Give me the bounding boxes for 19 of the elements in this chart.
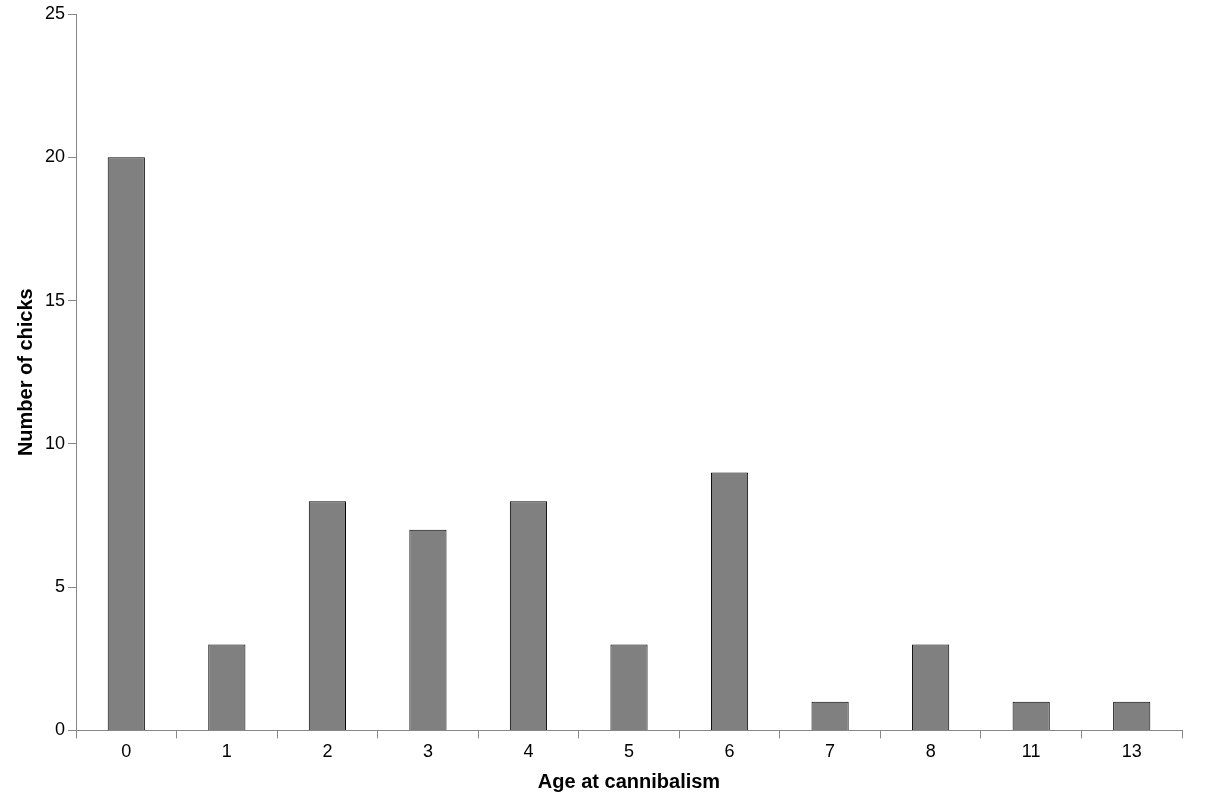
x-tick-label: 0 (121, 741, 132, 762)
x-tick-label: 3 (422, 741, 433, 762)
x-tick-label: 8 (925, 741, 936, 762)
x-tick-label: 2 (322, 741, 333, 762)
x-tick-label: 4 (523, 741, 534, 762)
y-tick-label: 20 (44, 146, 66, 167)
x-tick-label: 1 (221, 741, 232, 762)
y-tick-label: 5 (55, 576, 66, 597)
y-tick-label: 25 (44, 2, 66, 23)
x-tick-label: 7 (825, 741, 836, 762)
x-tick-label: 11 (1021, 741, 1041, 762)
x-tick-label: 5 (624, 741, 635, 762)
y-axis-title: Number of chicks (13, 288, 36, 457)
y-tick-label: 0 (55, 719, 66, 740)
x-axis-title: Age at cannibalism (537, 769, 721, 792)
y-tick-label: 10 (44, 432, 66, 453)
y-tick-label: 15 (44, 289, 66, 310)
x-tick-label: 13 (1121, 741, 1142, 762)
x-tick-label: 6 (724, 741, 735, 762)
